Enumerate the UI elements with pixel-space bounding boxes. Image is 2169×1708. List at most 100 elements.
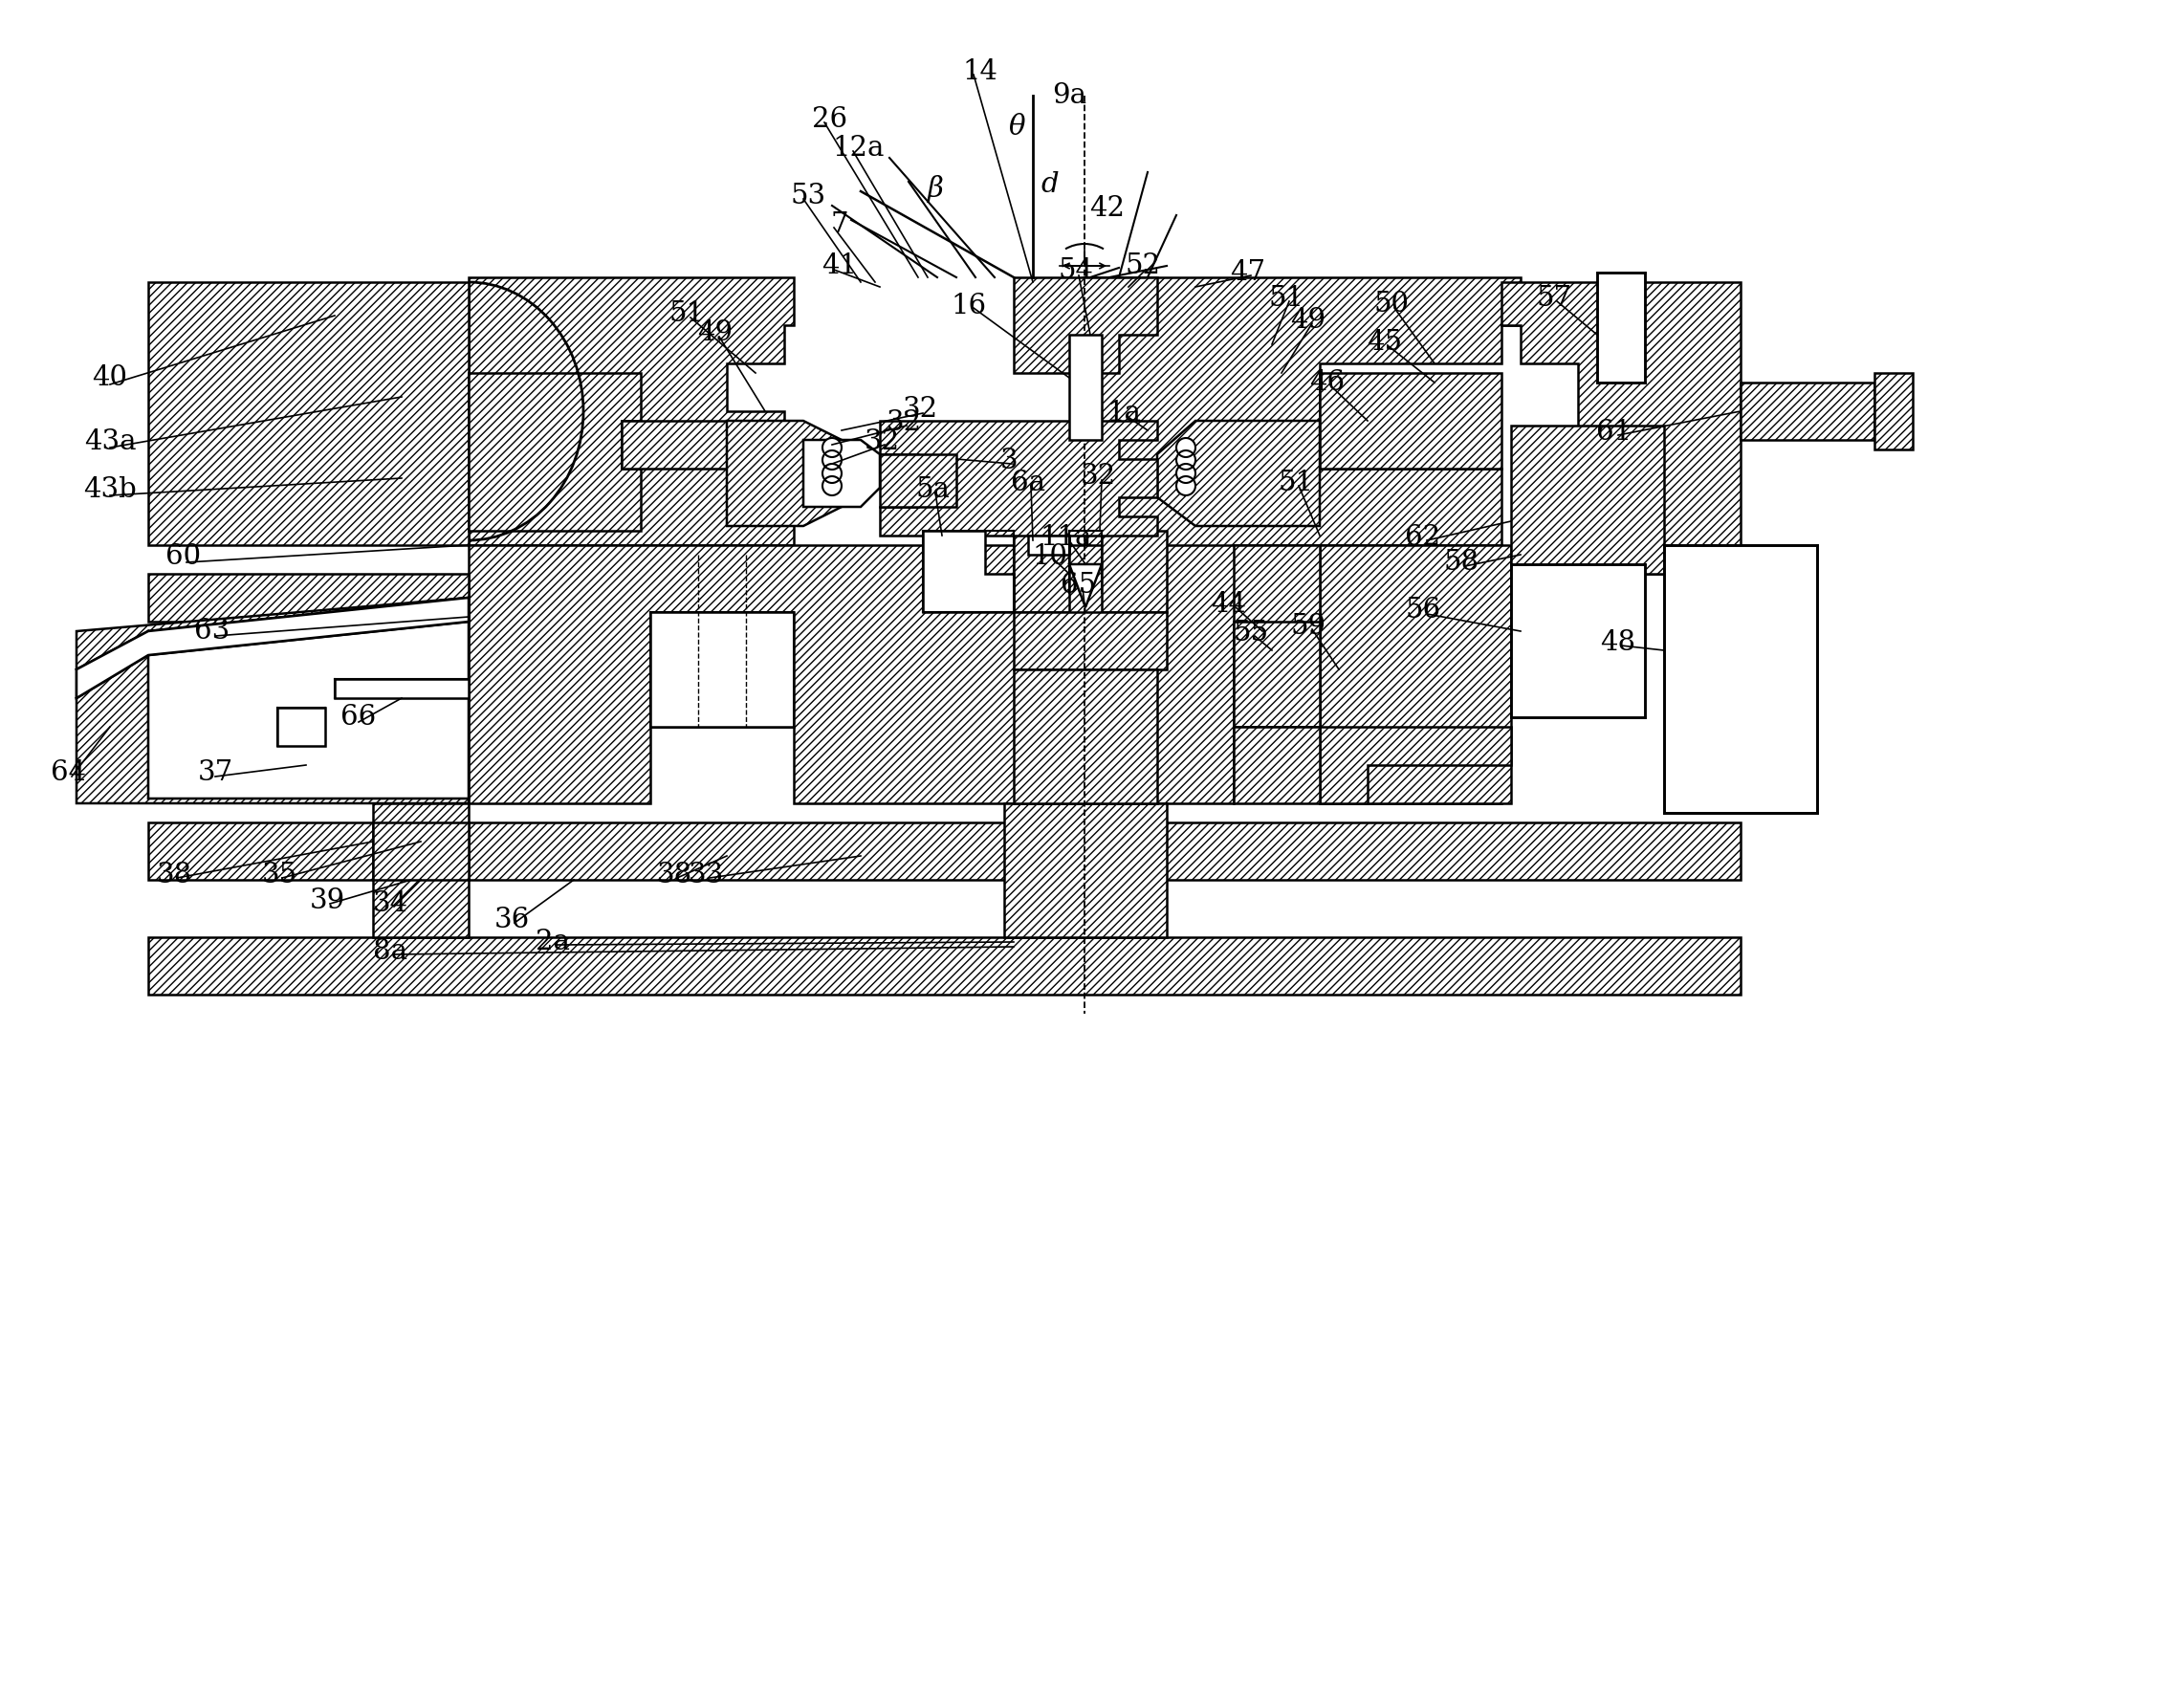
Text: 51: 51	[1269, 285, 1304, 313]
Polygon shape	[922, 531, 1013, 611]
Text: 5a: 5a	[915, 477, 950, 504]
Text: 38: 38	[156, 861, 191, 888]
Polygon shape	[278, 707, 325, 746]
Circle shape	[1176, 477, 1195, 495]
Polygon shape	[147, 938, 1740, 994]
Text: 40: 40	[93, 364, 128, 391]
Circle shape	[1176, 465, 1195, 483]
Polygon shape	[1740, 383, 1874, 441]
Polygon shape	[1234, 622, 1319, 728]
Polygon shape	[469, 277, 794, 545]
Text: 37: 37	[197, 760, 232, 786]
Polygon shape	[651, 611, 794, 728]
Polygon shape	[334, 680, 469, 699]
Text: 46: 46	[1310, 369, 1345, 396]
Text: 49: 49	[1291, 307, 1325, 333]
Text: 3: 3	[1000, 447, 1017, 475]
Text: 64: 64	[52, 760, 87, 786]
Polygon shape	[1069, 335, 1102, 441]
Text: 6a: 6a	[1011, 470, 1045, 497]
Polygon shape	[147, 611, 469, 799]
Polygon shape	[1319, 372, 1501, 468]
Polygon shape	[373, 823, 469, 880]
Polygon shape	[727, 420, 861, 526]
Text: 45: 45	[1366, 330, 1403, 355]
Polygon shape	[1874, 372, 1913, 449]
Text: 61: 61	[1596, 418, 1631, 446]
Text: 1a: 1a	[1106, 400, 1141, 427]
Text: 47: 47	[1230, 260, 1267, 285]
Text: 10: 10	[1032, 543, 1067, 570]
Text: 53: 53	[790, 183, 826, 210]
Polygon shape	[1158, 420, 1319, 526]
Circle shape	[822, 451, 842, 470]
Text: d: d	[1041, 171, 1058, 198]
Polygon shape	[1234, 545, 1319, 728]
Polygon shape	[1512, 425, 1664, 574]
Text: 9a: 9a	[1052, 82, 1087, 109]
Text: 51: 51	[668, 301, 705, 326]
Circle shape	[822, 477, 842, 495]
Text: 8a: 8a	[373, 938, 408, 965]
Polygon shape	[1069, 564, 1102, 608]
Text: 55: 55	[1234, 620, 1269, 646]
Text: 43a: 43a	[85, 429, 137, 456]
Text: θ: θ	[1009, 114, 1026, 140]
Polygon shape	[469, 545, 1501, 803]
Text: 32: 32	[885, 410, 922, 436]
Text: β: β	[926, 176, 944, 203]
Text: 7: 7	[831, 212, 848, 237]
Text: 63: 63	[195, 618, 230, 644]
Polygon shape	[1028, 536, 1069, 555]
Polygon shape	[147, 823, 1740, 880]
Circle shape	[1176, 451, 1195, 470]
Polygon shape	[623, 420, 727, 468]
Polygon shape	[1013, 531, 1069, 611]
Text: 44: 44	[1210, 591, 1247, 618]
Polygon shape	[373, 803, 469, 938]
Text: 33: 33	[688, 861, 724, 888]
Text: 41: 41	[822, 253, 857, 278]
Text: 32: 32	[902, 396, 937, 422]
Polygon shape	[76, 598, 469, 699]
Text: 42: 42	[1089, 195, 1126, 222]
Text: 50: 50	[1373, 290, 1410, 318]
Circle shape	[1176, 437, 1195, 458]
Polygon shape	[1234, 728, 1319, 803]
Text: 58: 58	[1445, 548, 1479, 576]
Polygon shape	[147, 282, 469, 545]
Text: 56: 56	[1406, 596, 1440, 623]
Text: 60: 60	[165, 543, 202, 570]
Text: 62: 62	[1406, 524, 1440, 552]
Polygon shape	[1512, 564, 1644, 717]
Polygon shape	[1013, 670, 1158, 803]
Text: 34: 34	[373, 890, 408, 917]
Text: 35: 35	[262, 861, 297, 888]
Text: 12a: 12a	[833, 135, 885, 162]
Text: 32: 32	[1080, 463, 1115, 490]
Polygon shape	[881, 454, 957, 507]
Polygon shape	[1319, 728, 1512, 803]
Text: 36: 36	[495, 907, 529, 933]
Text: 32: 32	[863, 429, 900, 456]
Text: 59: 59	[1291, 613, 1325, 640]
Text: 11a: 11a	[1041, 524, 1093, 552]
Polygon shape	[147, 574, 469, 622]
Text: 39: 39	[310, 888, 345, 914]
Text: 65: 65	[1061, 572, 1098, 600]
Text: 38: 38	[657, 861, 692, 888]
Text: 49: 49	[698, 319, 733, 347]
Polygon shape	[1084, 277, 1520, 574]
Circle shape	[822, 437, 842, 458]
Polygon shape	[1319, 545, 1512, 803]
Polygon shape	[1013, 611, 1167, 670]
Text: 57: 57	[1536, 285, 1573, 313]
Polygon shape	[1596, 273, 1644, 383]
Polygon shape	[1664, 545, 1818, 813]
Circle shape	[822, 465, 842, 483]
Polygon shape	[881, 420, 1158, 536]
Text: 14: 14	[963, 58, 998, 85]
Text: 2a: 2a	[536, 929, 570, 955]
Polygon shape	[1501, 282, 1740, 574]
Text: 16: 16	[950, 292, 987, 319]
